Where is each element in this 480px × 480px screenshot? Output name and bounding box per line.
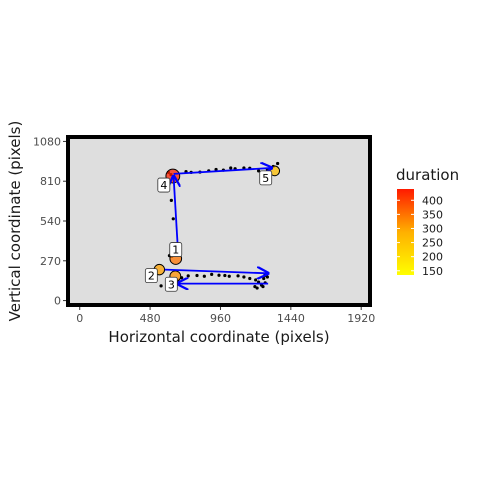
fixation-label: 2 [144,268,158,284]
gaze-sample-point [265,275,269,279]
gaze-sample-point [253,284,257,289]
saccade-arrow [174,176,178,251]
gaze-sample-point [248,276,252,281]
legend-tick-label: 300 [422,222,443,235]
x-axis-title: Horizontal coordinate (pixels) [108,328,329,346]
legend-colorbar [397,189,414,275]
fixation-label-text: 3 [168,278,175,291]
fixation-label-text: 2 [148,270,155,283]
legend-tick-label: 250 [422,237,443,250]
fixation-label-box [157,177,171,193]
y-tick-label: 1080 [33,135,61,148]
saccade-arrow [173,168,272,174]
x-tick-label: 0 [76,312,83,325]
gaze-sample-point [169,198,173,202]
gaze-sample-point [210,272,214,276]
fixation-label-text: 4 [160,179,167,192]
y-tick-label: 270 [40,255,61,268]
gaze-sample-point [159,284,163,288]
gaze-sample-point [229,166,233,170]
fixation-label-text: 1 [172,244,179,257]
plot-border [66,135,372,307]
gaze-sample-point [171,217,175,221]
fixation-label-box [259,170,273,186]
fixation-label: 4 [157,177,171,193]
y-tick-label: 540 [40,215,61,228]
gaze-sample-point [242,275,246,279]
legend-title: duration [396,166,459,184]
legend-tick-label: 150 [422,265,443,278]
gaze-sample-point [262,276,266,281]
gaze-sample-point [214,167,218,172]
y-axis-title: Vertical coordinate (pixels) [6,121,24,322]
gaze-sample-point [195,273,199,278]
fixation-label-box [144,268,158,284]
y-tick-label: 0 [54,295,61,308]
gaze-sample-point [236,274,240,278]
legend-tick-label: 400 [422,194,443,207]
gaze-sample-point [202,274,206,278]
legend-tick-label: 200 [422,251,443,264]
plot-panel [68,137,370,305]
fixation-label-box [164,276,178,292]
x-tick-label: 480 [140,312,161,325]
x-tick-label: 1440 [277,312,305,325]
x-tick-label: 1920 [347,312,375,325]
gaze-sample-point [256,169,261,173]
fixation-label: 3 [164,276,178,292]
fixation-label-text: 5 [262,172,269,185]
gaze-sample-point [223,273,227,278]
fixation-label: 1 [169,242,183,257]
saccades [164,168,272,284]
gaze-sample-point [227,274,231,278]
fixation-label-box [169,242,183,257]
x-tick-label: 960 [210,312,231,325]
gaze-sample-point [217,273,221,277]
legend-tick-label: 350 [422,208,443,221]
gaze-sample-point [254,278,258,282]
y-axis-ticks: 0 270 540 810 1080 [33,135,66,308]
fixation-label: 5 [259,170,273,186]
y-tick-label: 810 [40,175,61,188]
gaze-sample-point [186,274,190,278]
saccade-arrow [164,270,268,274]
x-axis-ticks: 0 480 960 1440 1920 [76,307,375,325]
gaze-sample-point [276,161,280,166]
